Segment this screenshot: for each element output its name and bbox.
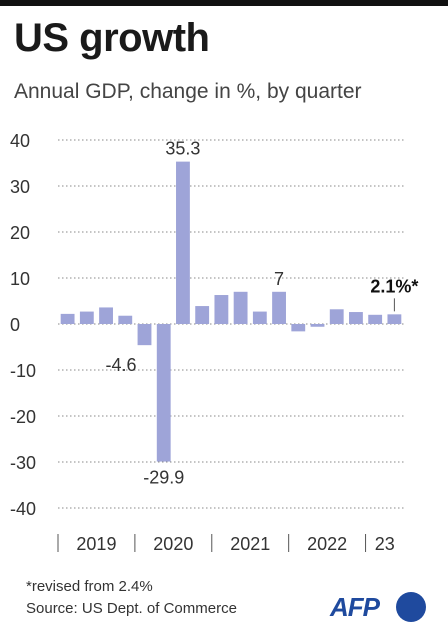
bar (291, 324, 306, 332)
x-year-label: 23 (375, 534, 395, 554)
afp-logo: AFP (330, 590, 430, 624)
bar (387, 314, 402, 324)
bar (99, 307, 113, 324)
bar (137, 324, 152, 346)
y-tick-label: -20 (10, 407, 36, 427)
y-tick-label: 20 (10, 223, 30, 243)
y-tick-label: -40 (10, 499, 36, 519)
x-year-label: 2019 (76, 534, 116, 554)
afp-logo-dot (396, 592, 426, 622)
bar (310, 324, 325, 327)
x-year-label: 2022 (307, 534, 347, 554)
gdp-bar-chart: 40 30 20 10 0 -10 -20 -30 -40 -4.6 -29.9 35.3 7 2.1%*… (10, 131, 418, 554)
bar (329, 309, 344, 324)
data-label: -4.6 (105, 355, 136, 375)
footnote: *revised from 2.4% (26, 578, 153, 595)
y-tick-label: -30 (10, 453, 36, 473)
bar (252, 311, 267, 324)
chart-subtitle: Annual GDP, change in %, by quarter (14, 80, 362, 103)
afp-logo-text: AFP (330, 592, 380, 622)
x-year-label: 2020 (153, 534, 193, 554)
data-label: 2.1%* (370, 276, 418, 296)
bar (195, 306, 210, 324)
bar (214, 295, 229, 324)
bar (368, 314, 383, 324)
x-year-label: 2021 (230, 534, 270, 554)
top-rule (0, 0, 448, 6)
bar (272, 291, 286, 324)
y-tick-label: 30 (10, 177, 30, 197)
y-tick-label: 0 (10, 315, 20, 335)
data-label: -29.9 (143, 468, 184, 488)
bar (118, 315, 133, 324)
data-label: 7 (274, 269, 284, 289)
bar (349, 312, 363, 324)
bar (156, 324, 171, 462)
bar (233, 291, 248, 324)
chart-title: US growth (14, 16, 210, 60)
y-tick-label: 40 (10, 131, 30, 151)
bar (60, 313, 75, 324)
data-label: 35.3 (165, 139, 200, 159)
y-tick-label: -10 (10, 361, 36, 381)
y-tick-label: 10 (10, 269, 30, 289)
bar (79, 311, 94, 324)
source-note: Source: US Dept. of Commerce (26, 600, 237, 617)
bar (176, 161, 190, 324)
